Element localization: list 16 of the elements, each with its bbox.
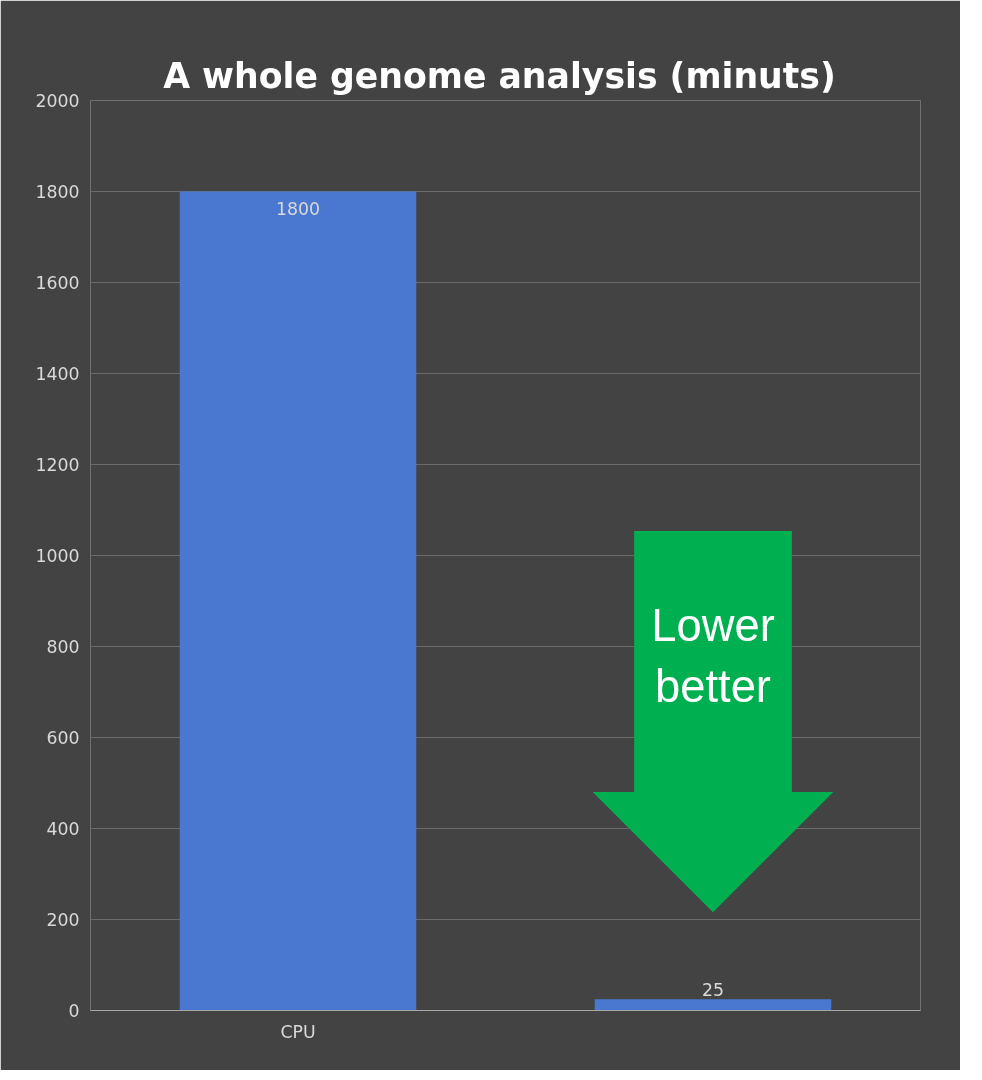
y-tick-label: 600 [46, 728, 80, 748]
y-tick-label: 200 [46, 910, 80, 930]
y-tick-label: 400 [46, 819, 80, 839]
y-tick-label: 1600 [35, 273, 80, 293]
y-tick-label: 1000 [35, 546, 80, 566]
data-label: 25 [701, 980, 725, 1001]
y-tick-label: 800 [46, 637, 80, 657]
y-tick-label: 1400 [35, 364, 80, 384]
x-tick-label: CPU [280, 1021, 316, 1042]
y-tick-label: 0 [68, 1001, 80, 1021]
annotation: Lower better [651, 599, 775, 712]
y-tick-label: 1800 [35, 182, 80, 202]
y-tick-label: 2000 [35, 91, 80, 111]
chart-title: A whole genome analysis (minuts) [163, 55, 836, 96]
y-tick-label: 1200 [35, 455, 80, 475]
data-label: 1800 [275, 199, 321, 220]
